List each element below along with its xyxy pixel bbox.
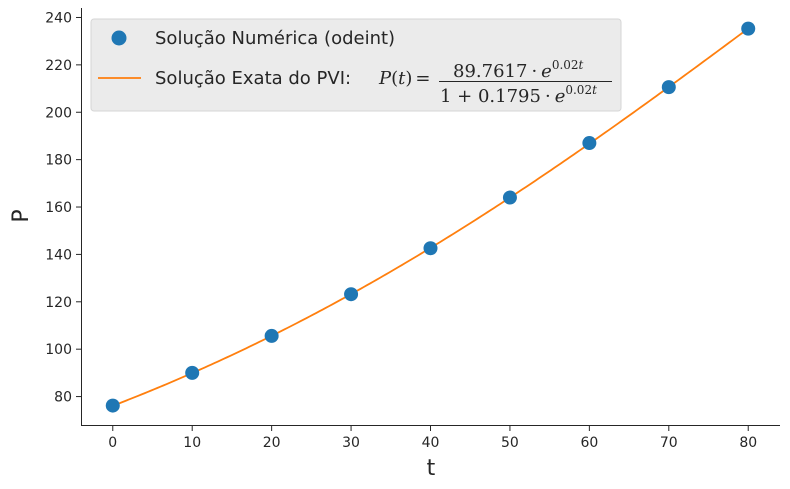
y-ticks: 80 100 120 140 160 180 200 220 240 [45, 10, 82, 406]
legend: Solução Numérica (odeint) Solução Exata … [90, 18, 622, 112]
y-tick-label: 160 [45, 200, 72, 216]
x-tick-label: 40 [422, 435, 440, 451]
formula-lhs-func: P [378, 68, 392, 89]
numeric-solution-points [105, 21, 756, 413]
formula-denominator-exp-var: t [592, 83, 597, 97]
data-point [105, 398, 120, 413]
formula-numerator: 89.7617 · e0.02t [453, 58, 584, 82]
legend-label-exact: Solução Exata do PVI: [155, 68, 351, 89]
x-tick-label: 80 [739, 435, 757, 451]
legend-label-numeric: Solução Numérica (odeint) [155, 28, 395, 49]
y-tick-label: 200 [45, 105, 72, 121]
formula-equals: = [415, 68, 430, 89]
formula-numerator-base: e [541, 61, 552, 82]
formula-numerator-dot: · [531, 61, 537, 82]
y-tick-label: 100 [45, 342, 72, 358]
y-tick-label: 80 [54, 390, 72, 406]
formula-lhs-var: t [398, 68, 406, 89]
y-tick-label: 240 [45, 10, 72, 26]
data-point [185, 365, 200, 380]
data-point [423, 241, 438, 256]
formula-lhs: P(t) = [378, 68, 431, 89]
legend-box [90, 18, 622, 112]
y-tick-label: 140 [45, 247, 72, 263]
formula-denominator: 1 + 0.1795 · e0.02t [440, 83, 597, 107]
data-point [264, 328, 279, 343]
x-tick-label: 70 [660, 435, 678, 451]
x-tick-label: 10 [183, 435, 201, 451]
x-tick-label: 20 [263, 435, 281, 451]
legend-marker-numeric [111, 30, 127, 46]
data-point [502, 190, 517, 205]
legend-formula: P(t) = 89.7617 · e0.02t 1 + 0.1795 · e0.02t [378, 58, 612, 107]
x-axis-label: t [427, 456, 436, 481]
formula-denominator-const: 1 + 0.1795 [440, 86, 541, 107]
x-tick-label: 30 [342, 435, 360, 451]
y-axis-label: P [9, 209, 34, 222]
y-tick-label: 180 [45, 153, 72, 169]
formula-numerator-exp-coef: 0.02 [552, 58, 579, 72]
x-ticks: 0 10 20 30 40 50 60 70 80 [108, 425, 757, 451]
formula-numerator-exp-var: t [579, 58, 584, 72]
y-tick-label: 220 [45, 58, 72, 74]
formula-denominator-dot: · [545, 86, 551, 107]
data-point [582, 136, 597, 151]
data-point [344, 287, 359, 302]
data-point [661, 80, 676, 95]
formula-denominator-base: e [555, 86, 566, 107]
x-tick-label: 50 [501, 435, 519, 451]
formula-denominator-exp-coef: 0.02 [565, 83, 592, 97]
x-tick-label: 0 [108, 435, 117, 451]
data-point [741, 21, 756, 36]
y-tick-label: 120 [45, 295, 72, 311]
formula-numerator-coef: 89.7617 [453, 61, 527, 82]
x-tick-label: 60 [580, 435, 598, 451]
